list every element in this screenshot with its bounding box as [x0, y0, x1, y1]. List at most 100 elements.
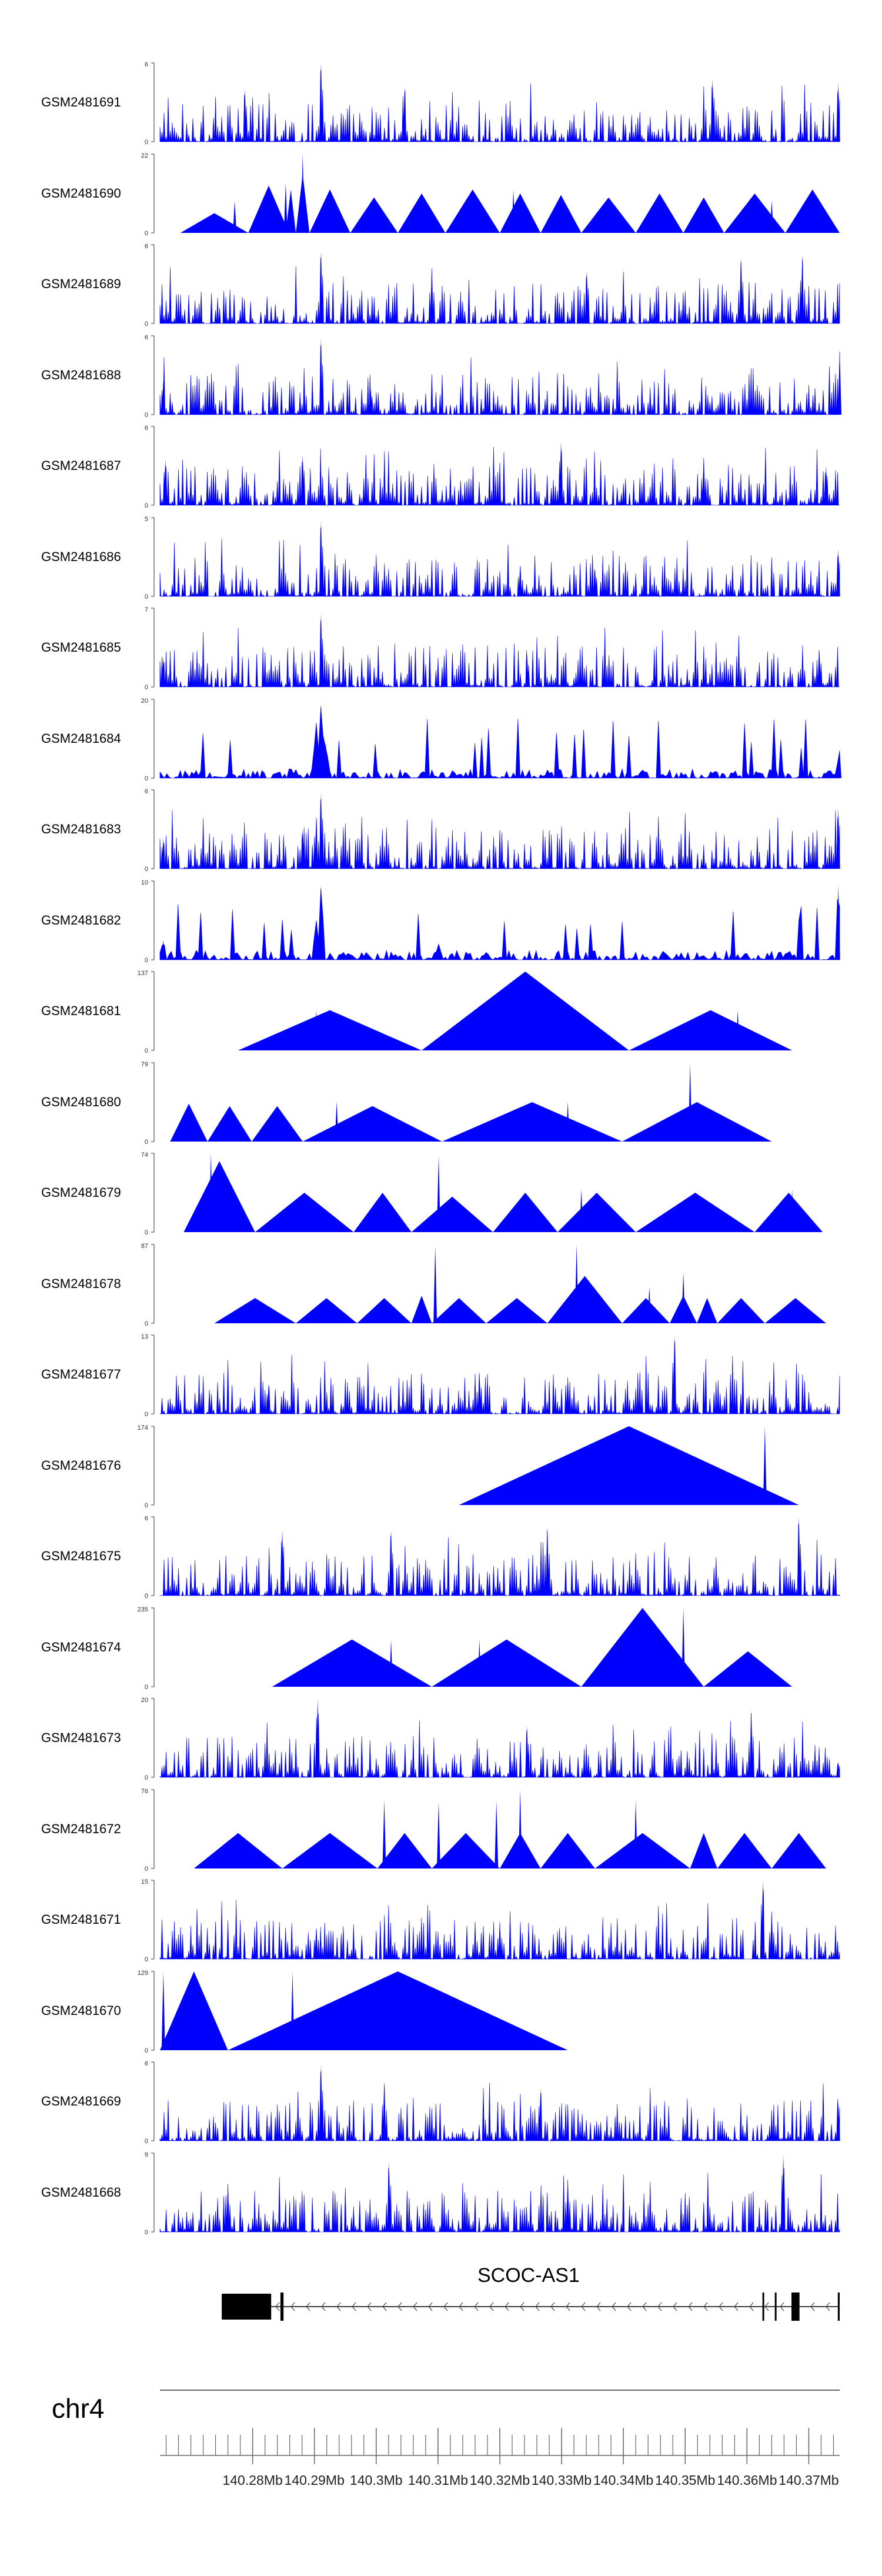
track-sample-label: GSM2481681 [41, 1003, 121, 1018]
signal-segment [785, 189, 840, 233]
strand-arrow-icon [550, 2302, 555, 2311]
signal-peak [800, 255, 804, 323]
strand-arrow-icon [520, 2302, 524, 2311]
track-plot: 60 [145, 334, 841, 419]
y-axis-zero-label: 0 [145, 2047, 148, 2054]
track-sample-label: GSM2481690 [41, 185, 121, 201]
signal-peak [566, 1101, 570, 1142]
signal-peak [836, 82, 840, 142]
signal-peak [836, 2101, 840, 2141]
signal-peak [817, 648, 821, 687]
signal-segment [683, 197, 724, 233]
signal-peak [681, 1607, 686, 1687]
track-GSM2481685: GSM2481685 7 0 [0, 606, 882, 693]
strand-arrow-icon [459, 2302, 463, 2311]
signal-peak [539, 2088, 543, 2141]
signal-peak [518, 1789, 522, 1868]
track-sample-label: GSM2481684 [41, 730, 121, 746]
signal-area [159, 620, 840, 688]
signal-peak [477, 1639, 482, 1687]
y-axis-max-label: 137 [138, 970, 148, 977]
y-axis: 10 0 [141, 879, 155, 964]
signal-segment [764, 1297, 826, 1323]
signal-peak [300, 829, 305, 869]
signal-segment [397, 193, 446, 233]
signal-peak [836, 1761, 840, 1777]
y-axis-max-label: 129 [138, 1970, 148, 1977]
y-axis: 79 0 [141, 1061, 155, 1146]
y-axis-max-label: 74 [141, 1152, 148, 1159]
y-axis: 60 [145, 2060, 155, 2145]
track-plot: 87 0 [141, 1243, 826, 1327]
signal-segment [622, 1297, 670, 1323]
signal-peak [436, 1155, 440, 1232]
track-sample-label: GSM2481682 [41, 912, 121, 927]
y-axis-max-label: 20 [141, 1697, 148, 1704]
signal-peak [430, 268, 434, 323]
signal-segment [697, 1297, 717, 1323]
signal-segment [540, 1833, 595, 1868]
axis-tick-label: 140.29Mb [285, 2472, 345, 2488]
signal-peak [436, 943, 440, 960]
signal-segment [170, 1103, 208, 1142]
y-axis-max-label: 87 [141, 1243, 148, 1250]
signal-peak [314, 1010, 318, 1050]
y-axis-zero-label: 0 [145, 1047, 148, 1055]
signal-peak [761, 1880, 765, 1959]
signal-segment [442, 1102, 623, 1142]
signal-peak [382, 1800, 386, 1868]
signal-peak [770, 1911, 774, 1959]
track-GSM2481678: GSM2481678 87 0 [0, 1243, 882, 1329]
y-axis: 60 [145, 425, 155, 509]
signal-segment [353, 1193, 412, 1232]
signal-peak [283, 182, 288, 233]
signal-peak [335, 1101, 339, 1142]
track-sample-label: GSM2481674 [41, 1639, 121, 1654]
genome-axis: chr4 140.28Mb 140.29Mb 140.3Mb 140.31Mb 140.… [0, 2376, 882, 2552]
y-axis-max-label: 13 [141, 1333, 148, 1340]
track-GSM2481670: GSM2481670 129 0 [0, 1970, 882, 2056]
signal-area [159, 799, 840, 870]
signal-segment [180, 213, 249, 233]
signal-peak [382, 2081, 386, 2141]
track-GSM2481677: GSM2481677 13 0 [0, 1333, 882, 1420]
y-axis-zero-label: 0 [145, 1684, 148, 1691]
signal-peak [634, 1800, 638, 1868]
y-axis-zero-label: 0 [145, 1956, 148, 1963]
y-axis: 15 0 [141, 1878, 155, 1963]
y-axis-max-label: 20 [141, 698, 148, 705]
track-GSM2481684: GSM2481684 20 0 [0, 698, 882, 784]
genome-axis-ruler: 140.28Mb 140.29Mb 140.3Mb 140.31Mb 140.32Mb 1… [160, 2390, 840, 2488]
y-axis: 60 [145, 334, 155, 419]
strand-arrow-icon [612, 2302, 616, 2311]
signal-area [159, 70, 840, 143]
signal-segment [411, 1196, 493, 1232]
track-GSM2481671: GSM2481671 15 0 [0, 1878, 882, 1965]
y-axis-zero-label: 0 [145, 2229, 148, 2236]
signal-peak [319, 2064, 323, 2141]
gene-name-label: SCOC-AS1 [477, 2264, 580, 2287]
strand-arrow-icon [382, 2302, 387, 2311]
y-axis-zero-label: 0 [145, 412, 148, 419]
signal-segment [432, 1639, 582, 1687]
signal-segment [422, 972, 629, 1050]
track-plot: 60 [145, 2060, 840, 2145]
track-sample-label: GSM2481685 [41, 640, 121, 655]
signal-peak [319, 338, 323, 415]
signal-segment [432, 1833, 500, 1868]
signal-peak [266, 1383, 270, 1414]
track-plot: 76 0 [141, 1788, 826, 1873]
signal-peak [498, 1922, 502, 1959]
y-axis: 87 0 [141, 1243, 155, 1327]
signal-peak [300, 455, 305, 505]
track-plot: 60 [145, 1515, 840, 1600]
signal-segment [272, 1639, 432, 1687]
signal-segment [228, 1971, 568, 2050]
track-GSM2481682: GSM2481682 10 0 [0, 879, 882, 966]
track-plot: 70 [145, 606, 840, 691]
track-sample-label: GSM2481668 [41, 2184, 121, 2200]
signal-area [159, 258, 840, 325]
gene-model [222, 2293, 840, 2321]
strand-arrow-icon [764, 2302, 769, 2311]
